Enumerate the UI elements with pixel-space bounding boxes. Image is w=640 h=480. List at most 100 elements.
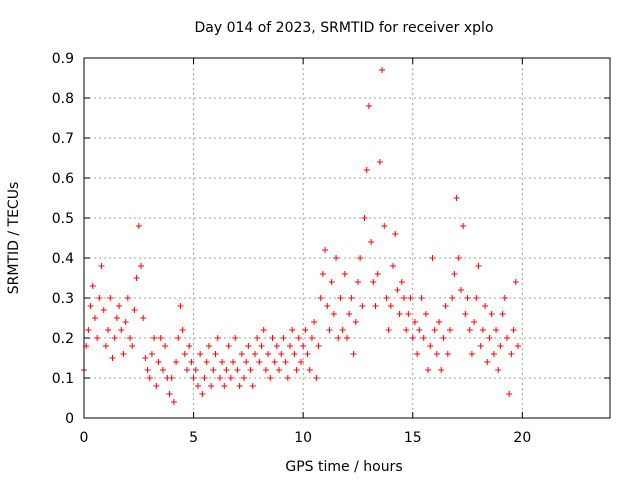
- axes: 0 0.1 0.2 0.3 0.4 0.5 0.6 0.7 0.8 0.9 0 5 10 15 20: [52, 51, 610, 446]
- data-point: [372, 303, 379, 309]
- data-point: [166, 391, 173, 397]
- y-tick-label: 0: [65, 411, 74, 427]
- data-point: [438, 367, 445, 373]
- data-point: [508, 351, 515, 357]
- data-point: [335, 335, 342, 341]
- data-point: [304, 351, 311, 357]
- data-point: [411, 319, 418, 325]
- data-point: [324, 303, 331, 309]
- data-point: [306, 367, 313, 373]
- data-point: [457, 287, 464, 293]
- data-point: [199, 391, 206, 397]
- data-point: [155, 359, 162, 365]
- data-point: [370, 279, 377, 285]
- data-point: [219, 359, 226, 365]
- data-point: [129, 343, 136, 349]
- data-point: [238, 351, 245, 357]
- data-point: [315, 343, 322, 349]
- data-point: [471, 319, 478, 325]
- data-point: [455, 255, 462, 261]
- data-point: [118, 327, 125, 333]
- data-point: [352, 319, 359, 325]
- data-point: [254, 335, 261, 341]
- y-tick-label: 0.9: [52, 51, 74, 67]
- data-point: [223, 367, 230, 373]
- data-point: [181, 351, 188, 357]
- data-point: [186, 343, 193, 349]
- data-point: [273, 343, 280, 349]
- data-point: [94, 335, 101, 341]
- data-point: [381, 223, 388, 229]
- data-point: [168, 375, 175, 381]
- data-point: [175, 335, 182, 341]
- data-point: [87, 303, 94, 309]
- y-tick-label: 0.2: [52, 331, 74, 347]
- data-point: [468, 351, 475, 357]
- data-point: [173, 359, 180, 365]
- data-point: [243, 359, 250, 365]
- data-point: [466, 327, 473, 333]
- data-point: [488, 311, 495, 317]
- data-point: [427, 343, 434, 349]
- data-point: [394, 287, 401, 293]
- data-point: [102, 343, 109, 349]
- data-point: [348, 295, 355, 301]
- data-point: [280, 335, 287, 341]
- data-point: [194, 383, 201, 389]
- data-point: [146, 375, 153, 381]
- data-point: [354, 279, 361, 285]
- gridlines: [84, 58, 610, 418]
- y-tick-label: 0.6: [52, 171, 74, 187]
- data-point: [291, 351, 298, 357]
- data-point: [295, 335, 302, 341]
- data-point: [514, 343, 521, 349]
- data-point: [85, 327, 92, 333]
- data-point: [127, 335, 134, 341]
- data-point: [403, 327, 410, 333]
- data-point: [267, 375, 274, 381]
- data-point: [418, 295, 425, 301]
- data-point: [271, 359, 278, 365]
- data-point: [284, 375, 291, 381]
- data-point: [405, 311, 412, 317]
- data-point: [236, 383, 243, 389]
- data-point: [420, 335, 427, 341]
- data-point: [506, 391, 513, 397]
- data-point: [153, 383, 160, 389]
- data-point: [302, 327, 309, 333]
- x-tick-label: 5: [189, 430, 198, 446]
- data-point: [100, 307, 107, 313]
- data-point: [433, 351, 440, 357]
- data-point: [216, 375, 223, 381]
- chart-title: Day 014 of 2023, SRMTID for receiver xpl…: [194, 20, 493, 36]
- data-point: [365, 103, 372, 109]
- y-tick-label: 0.4: [52, 251, 74, 267]
- data-point: [444, 351, 451, 357]
- y-tick-label: 0.3: [52, 291, 74, 307]
- data-point: [341, 271, 348, 277]
- y-tick-label: 0.5: [52, 211, 74, 227]
- data-point: [201, 375, 208, 381]
- data-point: [91, 315, 98, 321]
- data-point: [499, 311, 506, 317]
- data-point: [208, 383, 215, 389]
- data-point: [357, 255, 364, 261]
- data-point: [300, 343, 307, 349]
- data-point: [225, 343, 232, 349]
- data-point: [293, 367, 300, 373]
- data-point: [133, 275, 140, 281]
- data-point: [333, 255, 340, 261]
- data-point: [232, 335, 239, 341]
- data-point: [170, 399, 177, 405]
- data-point: [490, 351, 497, 357]
- data-point: [317, 295, 324, 301]
- data-point: [157, 335, 164, 341]
- data-point: [192, 367, 199, 373]
- data-point: [442, 303, 449, 309]
- data-point: [188, 359, 195, 365]
- data-points: [81, 67, 521, 405]
- data-point: [177, 303, 184, 309]
- data-point: [269, 335, 276, 341]
